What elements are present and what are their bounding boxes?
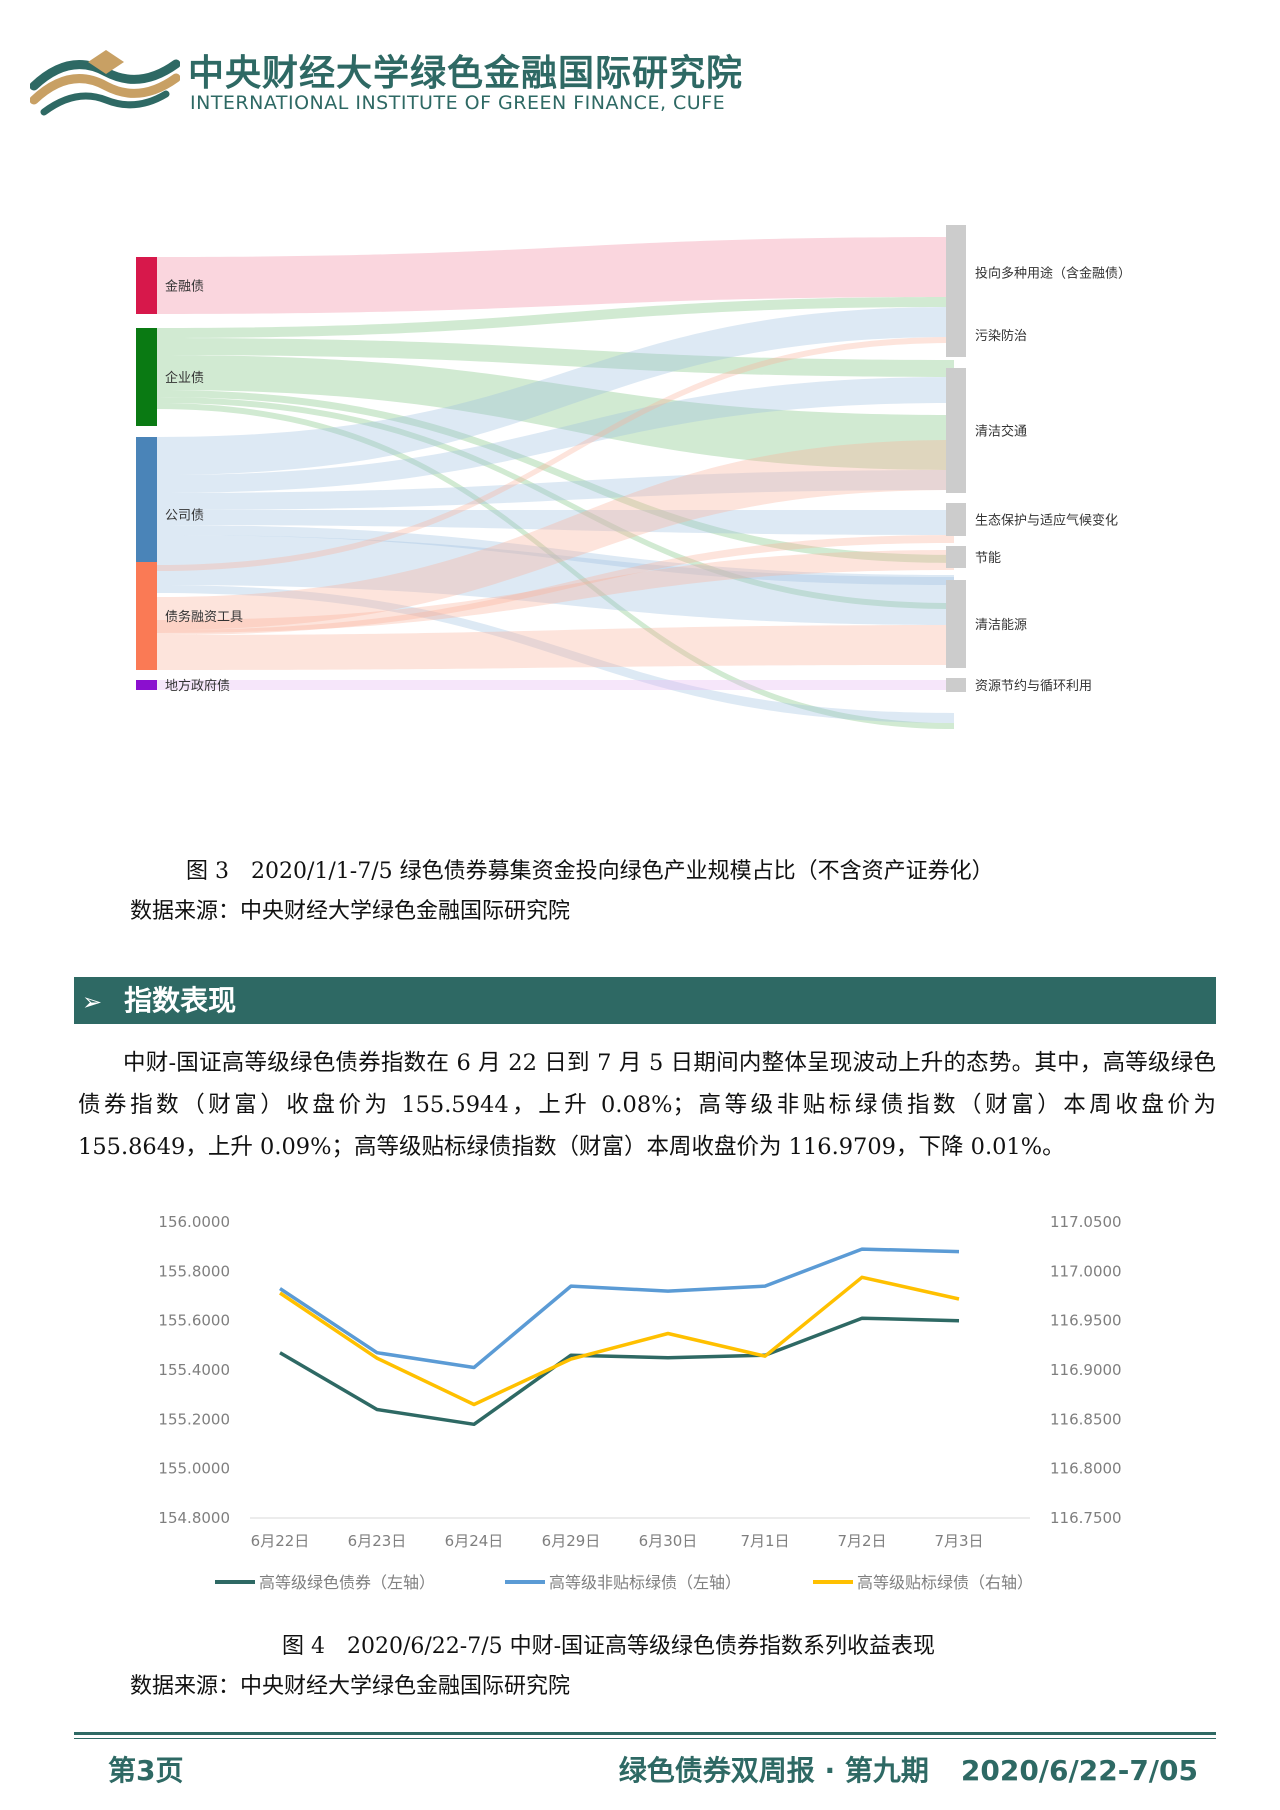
sankey-source-label: 企业债 [165,370,204,386]
section-title: 指数表现 [124,984,237,1017]
flow-gongsi-jieneng [157,525,954,585]
x-tick-label: 6月30日 [639,1532,698,1550]
sankey-source-label: 地方政府债 [165,678,230,694]
org-name-cn: 中央财经大学绿色金融国际研究院 [188,53,744,94]
series-line [279,1247,960,1370]
flow-jinrong-duozhong [157,237,954,314]
body-paragraph: 中财-国证高等级绿色债券指数在 6 月 22 日到 7 月 5 日期间内整体呈现… [78,1042,1216,1168]
y-right-tick-label: 117.0500 [1050,1213,1122,1231]
flow-qiye-wuran [157,338,954,377]
sankey-source-node [136,257,157,314]
y-right-tick-label: 116.9000 [1050,1361,1122,1379]
sankey-source-node [136,562,157,670]
figure4-source: 数据来源：中央财经大学绿色金融国际研究院 [130,1674,571,1699]
sankey-target-node [946,580,966,668]
x-tick-label: 6月22日 [251,1532,310,1550]
sankey-source-label: 债务融资工具 [165,609,243,625]
y-left-tick-label: 154.8000 [158,1509,230,1527]
flow-gongsi-duozhong [157,307,954,475]
publication-name: 绿色债券双周报 · 第九期 [618,1754,929,1787]
y-right-tick-label: 116.8500 [1050,1410,1122,1428]
y-right-tick-label: 116.9500 [1050,1312,1122,1330]
sankey-target-node [946,546,966,568]
y-left-tick-label: 155.2000 [158,1410,230,1428]
series-line [279,1275,960,1407]
sankey-target-label: 污染防治 [975,328,1027,344]
sankey-target-node [946,368,966,493]
x-tick-label: 7月1日 [740,1532,789,1550]
y-right-tick-label: 116.7500 [1050,1509,1122,1527]
sankey-target-node [946,503,966,536]
page-number: 第3页 [108,1754,184,1787]
sankey-source-node [136,680,157,690]
flow-difang-ziyuan [157,680,954,690]
sankey-source-node [136,437,157,592]
series-line [279,1316,960,1427]
flow-gongsi-jiaotong [157,470,954,510]
x-tick-label: 6月24日 [445,1532,504,1550]
flow-zhaiwu-jieneng [157,550,954,633]
sankey-target-node [946,678,966,692]
footer-publication: 绿色债券双周报 · 第九期 2020/6/22-7/05 [619,1749,1198,1789]
sankey-target-label: 清洁能源 [975,618,1027,633]
y-left-tick-label: 155.4000 [158,1361,230,1379]
y-right-tick-label: 117.0000 [1050,1262,1122,1280]
arrow-right-icon: ➢ [82,988,103,1016]
paragraph-text: 中财-国证高等级绿色债券指数在 6 月 22 日到 7 月 5 日期间内整体呈现… [78,1050,1216,1160]
publication-date: 2020/6/22-7/05 [960,1754,1198,1787]
sankey-source-label: 金融债 [165,279,204,295]
x-tick-label: 6月29日 [542,1532,601,1550]
sankey-target-label: 资源节约与循环利用 [975,679,1092,694]
sankey-target-node [946,313,966,357]
sankey-target-label: 节能 [975,551,1001,566]
section-header: ➢ 指数表现 [74,977,1216,1024]
iigf-logo-icon [30,50,180,116]
sankey-target-label: 清洁交通 [975,424,1027,440]
sankey-target-label: 生态保护与适应气候变化 [975,513,1118,529]
y-left-tick-label: 156.0000 [158,1213,230,1231]
figure4-caption: 图 4 2020/6/22-7/5 中财-国证高等级绿色债券指数系列收益表现 [282,1634,936,1659]
sankey-target-label: 投向多种用途（含金融债） [975,266,1131,282]
footer-divider-thin [74,1738,1216,1739]
flow-gongsi-ziyuan [157,585,954,723]
sankey-source-node [136,328,157,426]
figure3-caption: 图 3 2020/1/1-7/5 绿色债券募集资金投向绿色产业规模占比（不含资产… [186,859,994,884]
legend-label: 高等级贴标绿债（右轴） [857,1573,1033,1592]
org-name-en: INTERNATIONAL INSTITUTE OF GREEN FINANCE… [190,92,726,114]
footer-divider [74,1732,1216,1735]
flow-gongsi-nengyuan [157,535,954,625]
legend-label: 高等级绿色债券（左轴） [259,1573,435,1592]
x-tick-label: 7月3日 [934,1532,983,1550]
flow-qiye-jiaotong [157,355,954,470]
flow-zhaiwu-jiaotong [157,440,954,630]
sankey-source-label: 公司债 [165,509,204,524]
flow-zhaiwu-nengyuan [157,625,954,670]
y-left-tick-label: 155.8000 [158,1262,230,1280]
flow-qiye-duozhong [157,297,954,338]
legend-label: 高等级非贴标绿债（左轴） [549,1573,741,1592]
flow-gongsi-wuran [157,377,954,493]
x-tick-label: 6月23日 [348,1532,407,1550]
y-left-tick-label: 155.6000 [158,1312,230,1330]
index-line-chart: 156.0000 155.8000 155.6000 155.4000 155.2000… [158,1213,1122,1592]
figure3-source: 数据来源：中央财经大学绿色金融国际研究院 [130,899,571,924]
y-left-tick-label: 155.0000 [158,1460,230,1478]
y-right-tick-label: 116.8000 [1050,1460,1122,1478]
x-tick-label: 7月2日 [837,1532,886,1550]
flow-gongsi-shengtai [157,510,954,535]
sankey-target-node [946,225,966,321]
